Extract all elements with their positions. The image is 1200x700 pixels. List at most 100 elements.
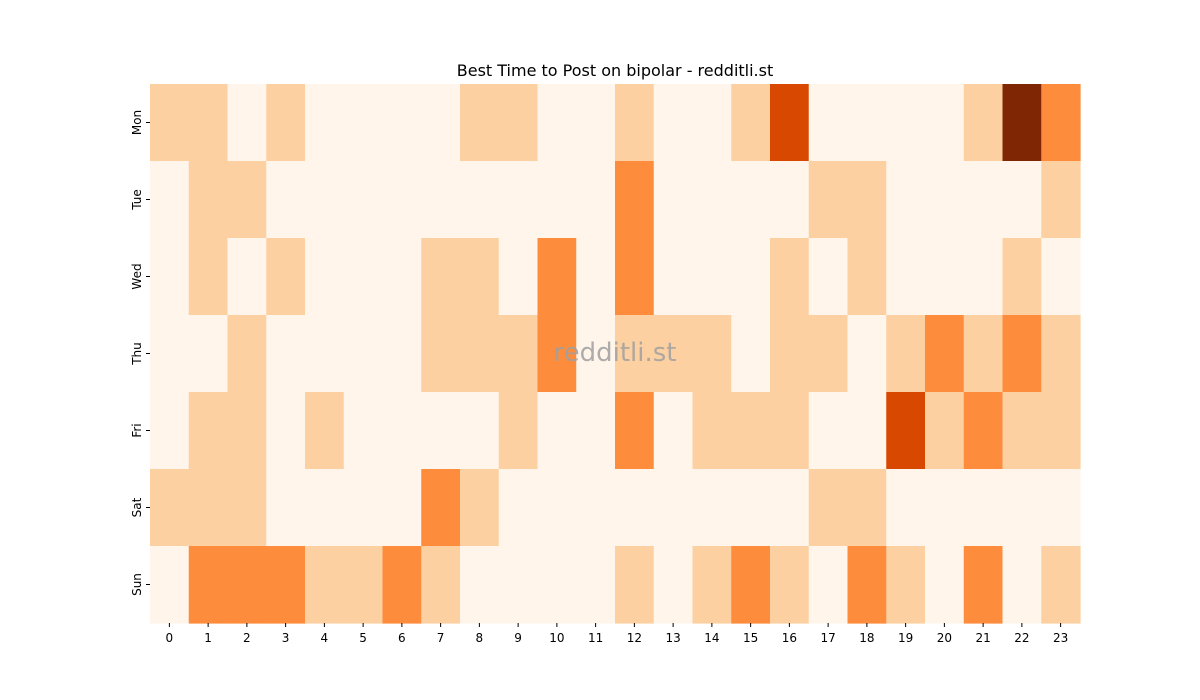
heatmap-cell-thu-17 — [808, 315, 849, 393]
heatmap-cell-sat-20 — [925, 469, 965, 547]
y-tick-label: Mon — [130, 110, 144, 135]
heatmap-cell-thu-5 — [343, 315, 384, 393]
x-tick-label: 14 — [704, 631, 719, 645]
heatmap-cell-tue-16 — [770, 161, 810, 239]
heatmap-cell-thu-6 — [382, 315, 422, 393]
heatmap-cell-sat-21 — [963, 469, 1004, 547]
watermark: redditli.st — [554, 338, 677, 368]
x-tick-label: 3 — [282, 631, 290, 645]
heatmap-cell-tue-15 — [731, 161, 771, 239]
heatmap-cell-fri-2 — [227, 392, 267, 470]
heatmap-cell-sat-8 — [460, 469, 500, 547]
heatmap-cell-fri-10 — [537, 392, 577, 470]
x-tick-label: 11 — [588, 631, 603, 645]
heatmap-cell-sun-21 — [963, 546, 1004, 624]
heatmap-cell-mon-2 — [227, 84, 267, 162]
heatmap-cell-thu-16 — [770, 315, 810, 393]
heatmap-cell-tue-4 — [305, 161, 345, 239]
y-tick-label: Wed — [130, 263, 144, 289]
heatmap-cell-sat-5 — [343, 469, 384, 547]
heatmap-cell-sat-10 — [537, 469, 577, 547]
heatmap-cell-tue-20 — [925, 161, 965, 239]
heatmap-cell-thu-19 — [886, 315, 926, 393]
heatmap-cell-mon-12 — [615, 84, 655, 162]
heatmap-cell-wed-12 — [615, 238, 655, 316]
heatmap-cell-sat-12 — [615, 469, 655, 547]
heatmap-cell-wed-13 — [653, 238, 694, 316]
heatmap-cell-thu-11 — [576, 315, 616, 393]
heatmap-cell-mon-18 — [847, 84, 887, 162]
heatmap-cell-sat-3 — [266, 469, 306, 547]
heatmap-cell-wed-17 — [808, 238, 849, 316]
heatmap-cell-wed-9 — [498, 238, 539, 316]
heatmap-cell-thu-12 — [615, 315, 655, 393]
heatmap-cell-mon-3 — [266, 84, 306, 162]
heatmap-cell-sun-17 — [808, 546, 849, 624]
heatmap-cell-sun-7 — [421, 546, 461, 624]
heatmap-cell-fri-9 — [498, 392, 539, 470]
heatmap-cell-tue-23 — [1041, 161, 1081, 239]
heatmap-cell-tue-22 — [1002, 161, 1042, 239]
heatmap-cell-sun-23 — [1041, 546, 1081, 624]
heatmap-cell-tue-7 — [421, 161, 461, 239]
heatmap-cell-mon-21 — [963, 84, 1004, 162]
heatmap-cell-thu-14 — [692, 315, 732, 393]
heatmap-cell-sat-15 — [731, 469, 771, 547]
heatmap-cell-fri-6 — [382, 392, 422, 470]
heatmap-cell-wed-22 — [1002, 238, 1042, 316]
x-tick-label: 9 — [514, 631, 522, 645]
heatmap-cell-sat-19 — [886, 469, 926, 547]
heatmap-cells — [150, 84, 1081, 624]
heatmap-cell-thu-20 — [925, 315, 965, 393]
heatmap-cell-thu-1 — [188, 315, 229, 393]
x-tick-label: 21 — [975, 631, 990, 645]
heatmap-cell-tue-17 — [808, 161, 849, 239]
heatmap-cell-mon-22 — [1002, 84, 1042, 162]
heatmap-cell-mon-1 — [188, 84, 229, 162]
y-tick-label: Sat — [130, 497, 144, 517]
heatmap-cell-mon-4 — [305, 84, 345, 162]
x-tick-label: 23 — [1053, 631, 1068, 645]
heatmap-cell-sat-16 — [770, 469, 810, 547]
heatmap-cell-mon-0 — [150, 84, 190, 162]
heatmap-cell-fri-17 — [808, 392, 849, 470]
heatmap-cell-sun-8 — [460, 546, 500, 624]
heatmap-cell-fri-4 — [305, 392, 345, 470]
heatmap-cell-mon-9 — [498, 84, 539, 162]
heatmap-cell-mon-17 — [808, 84, 849, 162]
heatmap-cell-tue-11 — [576, 161, 616, 239]
heatmap-cell-fri-22 — [1002, 392, 1042, 470]
heatmap-cell-fri-3 — [266, 392, 306, 470]
heatmap-cell-sun-12 — [615, 546, 655, 624]
heatmap-cell-sat-7 — [421, 469, 461, 547]
heatmap-cell-tue-12 — [615, 161, 655, 239]
heatmap-cell-wed-15 — [731, 238, 771, 316]
y-tick-label: Tue — [130, 189, 144, 211]
heatmap-cell-fri-1 — [188, 392, 229, 470]
heatmap-cell-tue-5 — [343, 161, 384, 239]
heatmap-cell-wed-19 — [886, 238, 926, 316]
x-tick-label: 8 — [476, 631, 484, 645]
heatmap-cell-sat-9 — [498, 469, 539, 547]
y-tick-label: Fri — [130, 423, 144, 437]
heatmap-cell-sun-15 — [731, 546, 771, 624]
heatmap-cell-wed-7 — [421, 238, 461, 316]
x-tick-label: 22 — [1014, 631, 1029, 645]
heatmap-cell-wed-5 — [343, 238, 384, 316]
heatmap-cell-mon-7 — [421, 84, 461, 162]
y-tick-label: Thu — [130, 342, 144, 366]
heatmap-cell-sun-13 — [653, 546, 694, 624]
x-tick-label: 20 — [937, 631, 952, 645]
x-tick-label: 12 — [627, 631, 642, 645]
heatmap-cell-thu-4 — [305, 315, 345, 393]
heatmap-cell-fri-7 — [421, 392, 461, 470]
x-tick-label: 13 — [665, 631, 680, 645]
heatmap-cell-thu-0 — [150, 315, 190, 393]
heatmap-cell-wed-4 — [305, 238, 345, 316]
heatmap-cell-sat-13 — [653, 469, 694, 547]
heatmap-cell-wed-21 — [963, 238, 1004, 316]
heatmap-cell-tue-18 — [847, 161, 887, 239]
heatmap-cell-tue-14 — [692, 161, 732, 239]
